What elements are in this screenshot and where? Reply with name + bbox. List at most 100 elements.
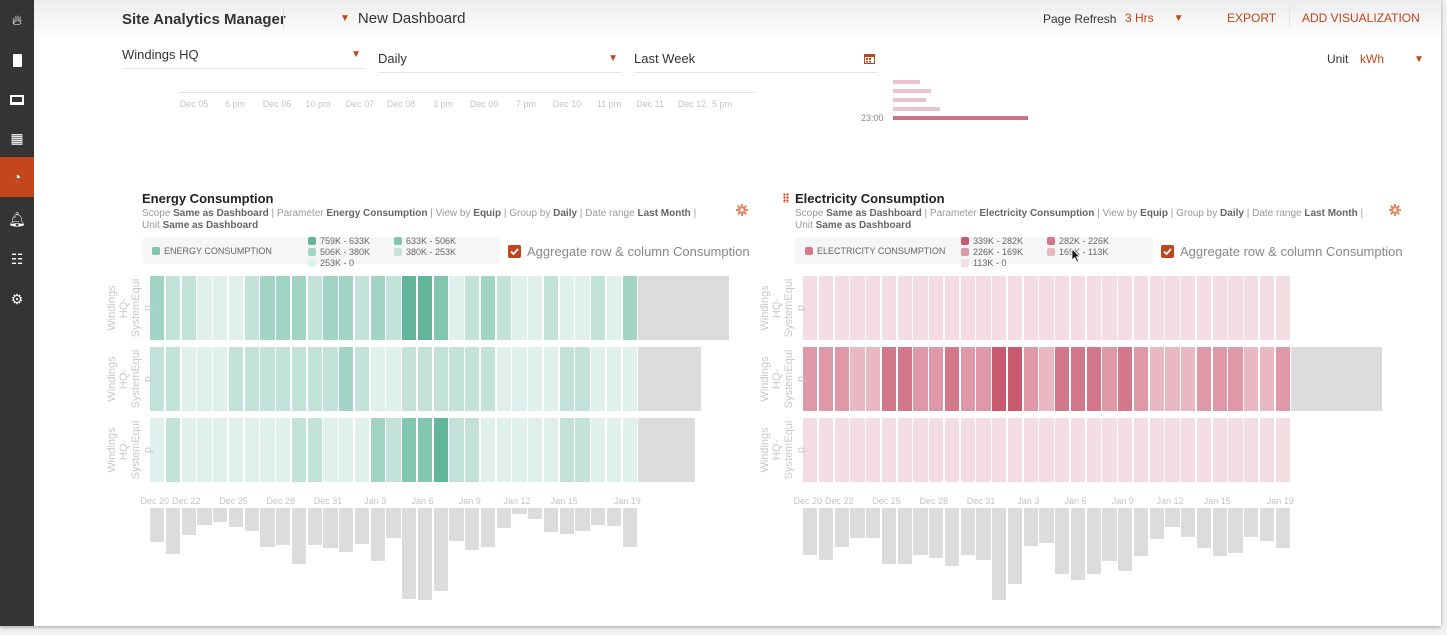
heatmap-cell[interactable] <box>228 347 243 411</box>
heatmap-cell[interactable] <box>244 418 259 482</box>
heatmap-cell[interactable] <box>913 276 928 340</box>
heatmap-cell[interactable] <box>1007 276 1022 340</box>
heatmap-cell[interactable] <box>1039 418 1054 482</box>
heatmap-cell[interactable] <box>1133 347 1148 411</box>
heatmap-cell[interactable] <box>276 347 291 411</box>
export-button[interactable]: EXPORT <box>1227 11 1277 25</box>
heatmap-cell[interactable] <box>1181 418 1196 482</box>
heatmap-cell[interactable] <box>165 276 180 340</box>
heatmap-cell[interactable] <box>1070 276 1085 340</box>
aggregate-checkbox[interactable] <box>508 245 521 258</box>
heatmap-cell[interactable] <box>1055 418 1070 482</box>
dashboard-selector[interactable]: ▼ New Dashboard <box>340 10 465 27</box>
heatmap-cell[interactable] <box>291 418 306 482</box>
heatmap-cell[interactable] <box>866 347 881 411</box>
sidebar-item-laptop[interactable] <box>0 80 34 120</box>
heatmap-cell[interactable] <box>543 276 558 340</box>
heatmap-cell[interactable] <box>244 276 259 340</box>
heatmap-cell[interactable] <box>1275 418 1290 482</box>
heatmap-cell[interactable] <box>960 418 975 482</box>
heatmap-cell[interactable] <box>803 347 818 411</box>
heatmap-cell[interactable] <box>496 347 511 411</box>
heatmap-cell[interactable] <box>1244 276 1259 340</box>
heatmap-cell[interactable] <box>960 276 975 340</box>
heatmap-cell[interactable] <box>1102 276 1117 340</box>
heatmap-cell[interactable] <box>323 347 338 411</box>
heatmap-cell[interactable] <box>881 418 896 482</box>
heatmap-cell[interactable] <box>606 276 621 340</box>
heatmap-cell[interactable] <box>559 276 574 340</box>
aggregate-checkbox[interactable] <box>1161 245 1174 258</box>
heatmap-cell[interactable] <box>913 418 928 482</box>
heatmap-cell[interactable] <box>850 418 865 482</box>
heatmap-cell[interactable] <box>528 276 543 340</box>
heatmap-cell[interactable] <box>181 276 196 340</box>
heatmap-cell[interactable] <box>402 276 417 340</box>
heatmap-cell[interactable] <box>417 418 432 482</box>
heatmap-cell[interactable] <box>818 276 833 340</box>
heatmap-cell[interactable] <box>622 276 637 340</box>
heatmap-cell[interactable] <box>1181 276 1196 340</box>
heatmap-cell[interactable] <box>528 418 543 482</box>
heatmap-cell[interactable] <box>1070 347 1085 411</box>
heatmap-cell[interactable] <box>929 347 944 411</box>
heatmap-cell[interactable] <box>881 347 896 411</box>
heatmap-cell[interactable] <box>433 276 448 340</box>
heatmap-cell[interactable] <box>1212 418 1227 482</box>
heatmap-cell[interactable] <box>1102 347 1117 411</box>
heatmap-cell[interactable] <box>992 347 1007 411</box>
heatmap-cell[interactable] <box>150 418 165 482</box>
heatmap-cell[interactable] <box>1228 276 1243 340</box>
heatmap-cell[interactable] <box>465 276 480 340</box>
heatmap-cell[interactable] <box>1023 347 1038 411</box>
heatmap-cell[interactable] <box>370 347 385 411</box>
heatmap-cell[interactable] <box>150 347 165 411</box>
heatmap-cell[interactable] <box>1275 276 1290 340</box>
heatmap-cell[interactable] <box>339 347 354 411</box>
heatmap-cell[interactable] <box>197 276 212 340</box>
heatmap-cell[interactable] <box>480 347 495 411</box>
heatmap-cell[interactable] <box>528 347 543 411</box>
heatmap-cell[interactable] <box>244 347 259 411</box>
heatmap-cell[interactable] <box>944 276 959 340</box>
heatmap-cell[interactable] <box>433 418 448 482</box>
heatmap-cell[interactable] <box>354 276 369 340</box>
heatmap-cell[interactable] <box>512 418 527 482</box>
heatmap-cell[interactable] <box>850 276 865 340</box>
heatmap-cell[interactable] <box>543 347 558 411</box>
add-visualization-button[interactable]: ADD VISUALIZATION <box>1302 11 1420 25</box>
sidebar-item-alerts[interactable]: 🔔︎ <box>0 199 34 239</box>
drag-handle-icon[interactable] <box>783 193 789 203</box>
heatmap-cell[interactable] <box>992 276 1007 340</box>
heatmap-cell[interactable] <box>323 276 338 340</box>
heatmap-cell[interactable] <box>1196 276 1211 340</box>
heatmap-cell[interactable] <box>913 347 928 411</box>
heatmap-cell[interactable] <box>881 276 896 340</box>
heatmap-cell[interactable] <box>1165 418 1180 482</box>
heatmap-cell[interactable] <box>307 418 322 482</box>
heatmap-cell[interactable] <box>307 347 322 411</box>
sidebar-item-hierarchy[interactable]: ☷ <box>0 239 34 279</box>
heatmap-cell[interactable] <box>1228 347 1243 411</box>
heatmap-cell[interactable] <box>818 347 833 411</box>
heatmap-cell[interactable] <box>803 276 818 340</box>
heatmap-cell[interactable] <box>386 347 401 411</box>
heatmap-cell[interactable] <box>213 418 228 482</box>
heatmap-cell[interactable] <box>992 418 1007 482</box>
heatmap-cell[interactable] <box>512 276 527 340</box>
heatmap-cell[interactable] <box>1244 418 1259 482</box>
heatmap-cell[interactable] <box>1196 347 1211 411</box>
sidebar-item-settings[interactable]: ⚙ <box>0 279 34 319</box>
heatmap-cell[interactable] <box>465 347 480 411</box>
heatmap-cell[interactable] <box>1196 418 1211 482</box>
heatmap-cell[interactable] <box>1212 347 1227 411</box>
heatmap-cell[interactable] <box>449 276 464 340</box>
heatmap-cell[interactable] <box>260 347 275 411</box>
heatmap-cell[interactable] <box>1149 347 1164 411</box>
heatmap-cell[interactable] <box>559 418 574 482</box>
heatmap-cell[interactable] <box>575 276 590 340</box>
heatmap-cell[interactable] <box>1070 418 1085 482</box>
heatmap-cell[interactable] <box>606 347 621 411</box>
heatmap-cell[interactable] <box>1039 276 1054 340</box>
heatmap-cell[interactable] <box>260 418 275 482</box>
